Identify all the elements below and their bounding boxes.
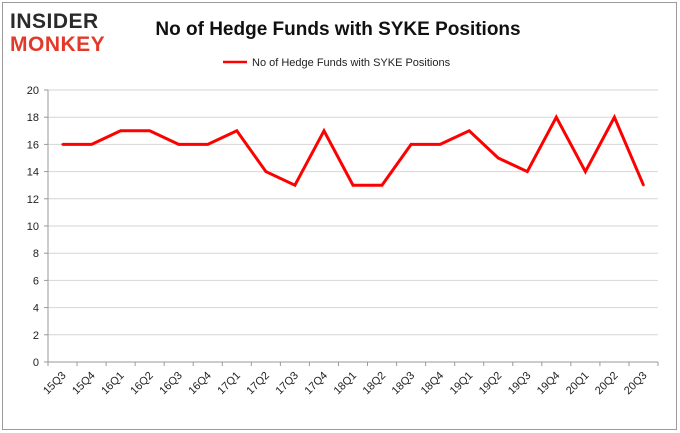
x-tick-label: 20Q1	[564, 370, 592, 398]
logo: INSIDER MONKEY	[10, 10, 105, 56]
y-tick-label: 14	[27, 167, 39, 179]
data-point	[555, 116, 558, 119]
x-tick-label: 18Q3	[390, 370, 418, 398]
x-tick-label: 17Q4	[303, 370, 331, 398]
x-tick-label: 19Q4	[535, 370, 563, 398]
data-point	[293, 184, 297, 187]
x-tick-label: 15Q4	[70, 370, 98, 398]
data-point	[61, 143, 64, 146]
y-tick-label: 10	[27, 221, 39, 233]
x-tick-label: 20Q2	[593, 370, 621, 398]
x-tick-label: 20Q3	[622, 370, 650, 398]
x-tick-label: 16Q3	[157, 370, 185, 398]
data-point	[351, 184, 355, 187]
data-point	[322, 129, 326, 132]
data-point	[177, 143, 180, 146]
data-point	[613, 116, 616, 119]
gridlines	[48, 89, 658, 336]
y-tick-label: 20	[27, 85, 39, 97]
data-point	[206, 143, 209, 146]
x-tick-label: 16Q4	[186, 370, 214, 398]
series-line	[62, 113, 645, 188]
data-point	[264, 170, 268, 173]
axes	[44, 89, 659, 366]
x-tick-label: 19Q3	[506, 370, 534, 398]
y-tick-label: 0	[33, 357, 39, 369]
x-tick-label: 15Q3	[41, 370, 69, 398]
legend-label: No of Hedge Funds with SYKE Positions	[252, 57, 451, 69]
data-point	[467, 129, 471, 132]
logo-bottom-text: MONKEY	[10, 33, 105, 56]
data-point	[380, 184, 384, 187]
y-tick-label: 8	[33, 248, 39, 260]
data-point	[497, 156, 500, 160]
x-tick-label: 19Q1	[448, 370, 476, 398]
legend: No of Hedge Funds with SYKE Positions	[223, 57, 451, 69]
x-tick-label: 18Q1	[332, 370, 360, 398]
data-point	[148, 129, 151, 132]
y-tick-label: 16	[27, 139, 39, 151]
x-tick-label: 16Q2	[128, 370, 156, 398]
x-tick-label: 18Q4	[419, 370, 447, 398]
x-tick-label: 18Q2	[361, 370, 389, 398]
data-point	[235, 129, 239, 132]
x-tick-label: 17Q3	[274, 370, 302, 398]
y-tick-label: 18	[27, 112, 39, 124]
x-tick-label: 17Q1	[215, 370, 243, 398]
data-point	[584, 170, 587, 173]
data-point	[409, 143, 413, 146]
y-tick-label: 6	[33, 275, 39, 287]
data-point	[90, 143, 93, 146]
y-tick-label: 12	[27, 194, 39, 206]
x-tick-label: 16Q1	[99, 370, 127, 398]
data-point	[119, 129, 122, 132]
logo-top-text: INSIDER	[10, 10, 99, 33]
series	[61, 113, 645, 188]
chart-title: No of Hedge Funds with SYKE Positions	[155, 19, 520, 40]
data-point	[526, 170, 529, 173]
x-tick-label: 19Q2	[477, 370, 505, 398]
y-tick-label: 4	[33, 303, 39, 315]
data-point	[642, 184, 645, 187]
y-tick-labels: 0 2 4 6 8 10 12 14 16 18 20	[27, 85, 39, 369]
x-tick-labels: 15Q3 15Q4 16Q1 16Q2 16Q3 16Q4 17Q1 17Q2 17Q3 17Q4…	[41, 370, 649, 398]
data-point	[438, 143, 442, 146]
y-tick-label: 2	[33, 330, 39, 342]
x-tick-label: 17Q2	[244, 370, 272, 398]
